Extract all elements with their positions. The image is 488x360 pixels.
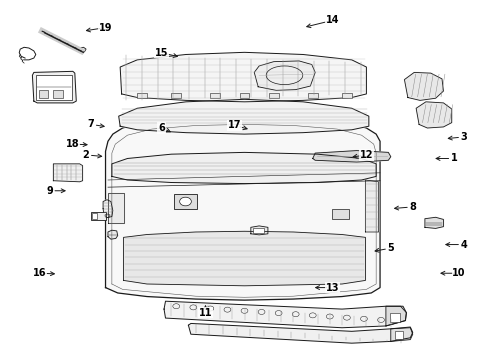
Bar xyxy=(239,93,249,98)
Text: 2: 2 xyxy=(82,150,89,160)
Polygon shape xyxy=(250,226,267,235)
Polygon shape xyxy=(163,301,406,328)
Bar xyxy=(91,212,105,220)
Bar xyxy=(92,213,97,219)
Polygon shape xyxy=(123,231,365,286)
Polygon shape xyxy=(424,217,443,228)
Bar xyxy=(36,75,72,100)
Text: 15: 15 xyxy=(155,48,168,58)
Text: 17: 17 xyxy=(227,121,241,130)
Polygon shape xyxy=(188,323,412,343)
Polygon shape xyxy=(119,99,368,134)
Text: 14: 14 xyxy=(325,15,338,26)
Polygon shape xyxy=(120,52,366,102)
Polygon shape xyxy=(108,230,118,239)
Polygon shape xyxy=(77,47,86,52)
Polygon shape xyxy=(390,328,412,341)
Text: 18: 18 xyxy=(66,139,80,149)
Bar xyxy=(307,93,317,98)
Text: 13: 13 xyxy=(325,283,338,293)
Text: 4: 4 xyxy=(460,239,467,249)
Bar xyxy=(389,313,399,321)
Circle shape xyxy=(179,197,191,206)
Text: 8: 8 xyxy=(408,202,415,212)
Polygon shape xyxy=(365,180,378,232)
Bar xyxy=(210,93,220,98)
Polygon shape xyxy=(415,102,451,128)
Bar xyxy=(53,90,63,98)
Bar xyxy=(171,93,181,98)
Text: 5: 5 xyxy=(386,243,393,253)
Text: 12: 12 xyxy=(359,150,372,160)
Text: 10: 10 xyxy=(451,268,465,278)
Text: 6: 6 xyxy=(158,123,164,133)
Bar xyxy=(252,228,263,233)
Text: 1: 1 xyxy=(450,153,457,163)
Bar xyxy=(268,93,278,98)
Polygon shape xyxy=(404,72,443,100)
Bar xyxy=(341,93,351,98)
Text: 7: 7 xyxy=(87,120,94,129)
Text: 16: 16 xyxy=(33,268,46,278)
Polygon shape xyxy=(254,61,315,90)
Bar xyxy=(394,331,403,338)
Polygon shape xyxy=(32,71,76,103)
Polygon shape xyxy=(112,152,375,184)
Bar xyxy=(137,93,147,98)
Polygon shape xyxy=(108,193,123,223)
Text: 19: 19 xyxy=(99,23,112,33)
Text: 11: 11 xyxy=(198,308,212,318)
Bar xyxy=(39,90,48,98)
Polygon shape xyxy=(385,306,406,326)
Bar xyxy=(173,194,197,209)
Bar xyxy=(331,210,348,220)
Polygon shape xyxy=(53,164,82,182)
Text: 3: 3 xyxy=(460,132,467,142)
Polygon shape xyxy=(312,150,390,162)
Polygon shape xyxy=(103,200,113,218)
Polygon shape xyxy=(105,117,379,300)
Text: 9: 9 xyxy=(46,186,53,196)
